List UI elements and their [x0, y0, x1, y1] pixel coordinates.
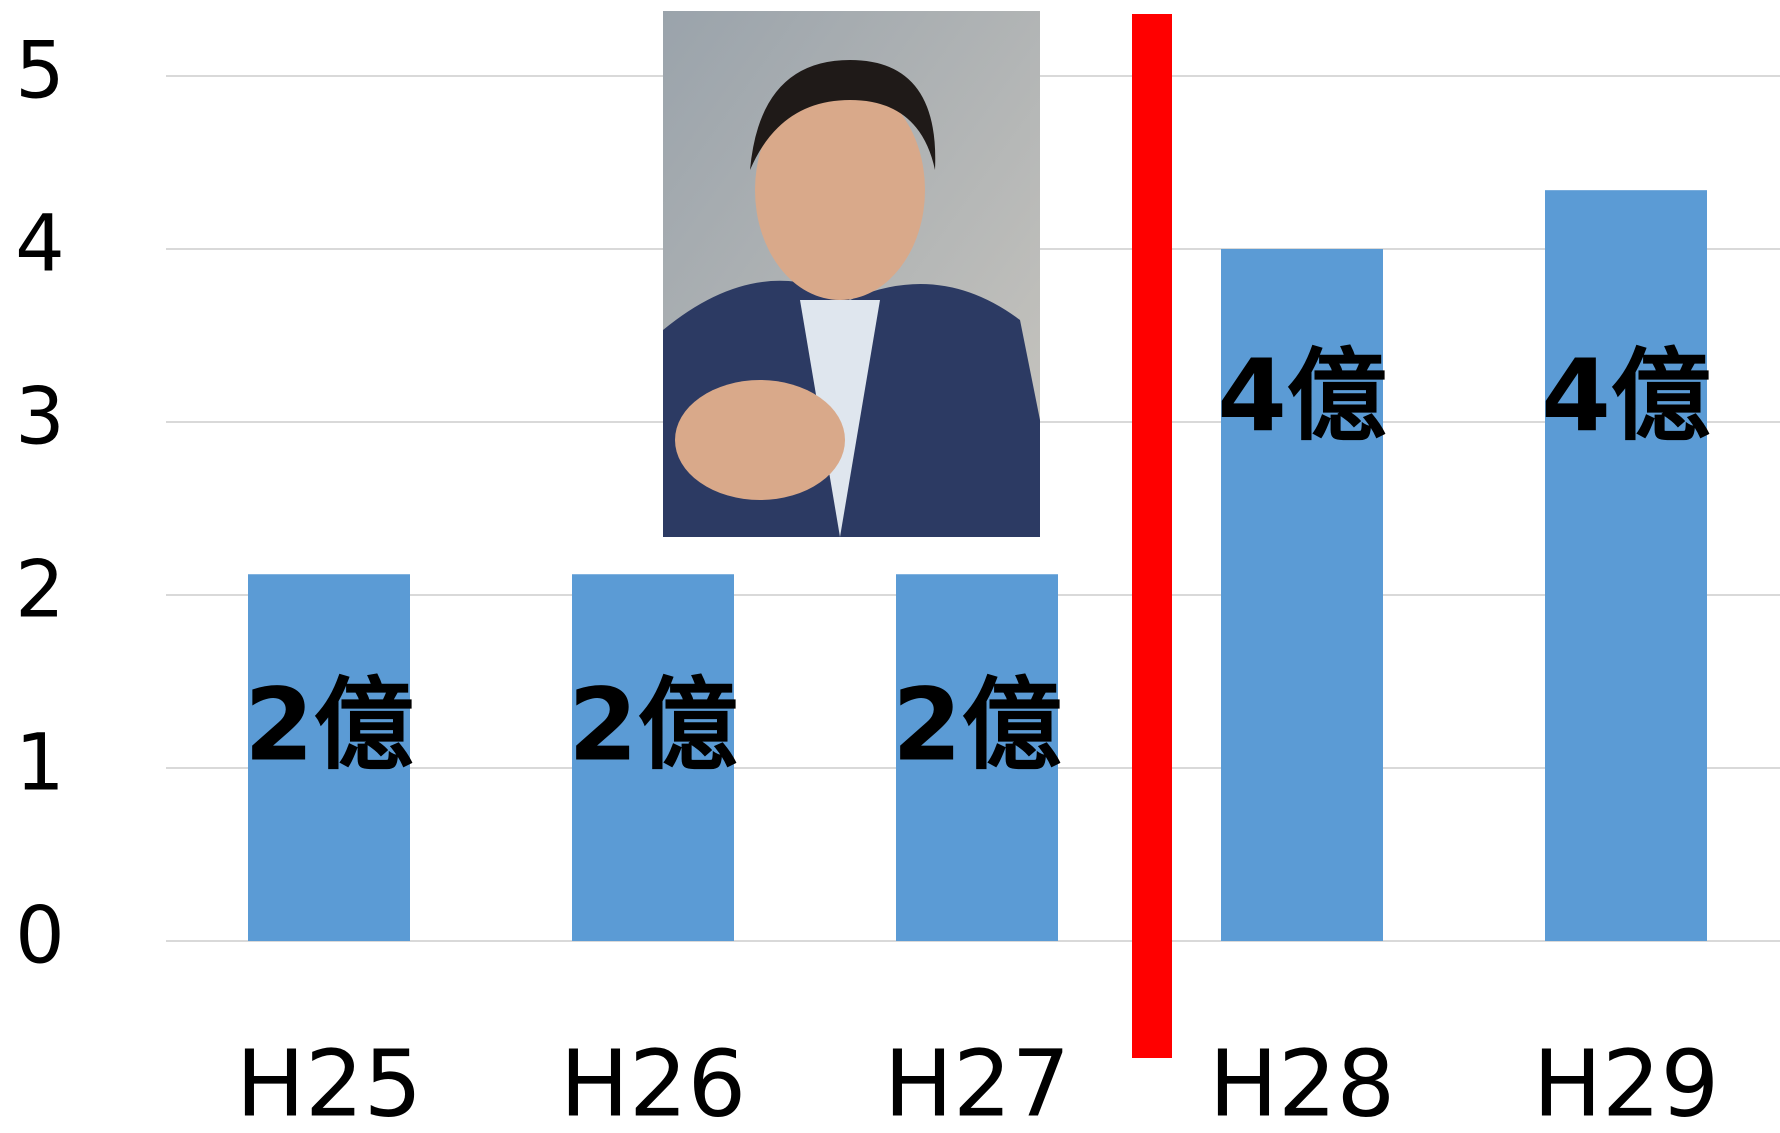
photo-hand — [675, 380, 845, 500]
page: 012345H252億H262億H272億H284億H294億 (() => {… — [0, 0, 1780, 1133]
divider — [1132, 14, 1172, 1058]
y-tick-label: 5 — [15, 26, 65, 116]
photo — [663, 11, 1040, 537]
chart: 0 1 2 3 4 5 H25 2億 H26 2億 H27 2億 H28 4億 H29 4億 — [0, 0, 1780, 1133]
value-label: 4億 — [1541, 337, 1711, 454]
x-tick-label: H26 — [560, 1030, 746, 1133]
y-tick-label: 0 — [15, 891, 65, 981]
value-label: 2億 — [568, 666, 738, 783]
y-tick-label: 2 — [15, 545, 65, 635]
y-tick-label: 4 — [15, 199, 65, 289]
x-tick-label: H27 — [884, 1030, 1070, 1133]
y-tick-label: 1 — [15, 718, 65, 808]
x-tick-label: H28 — [1209, 1030, 1395, 1133]
x-tick-label: H29 — [1533, 1030, 1719, 1133]
x-tick-label: H25 — [236, 1030, 422, 1133]
value-label: 2億 — [892, 666, 1062, 783]
value-label: 4億 — [1217, 337, 1387, 454]
value-label: 2億 — [244, 666, 414, 783]
y-tick-label: 3 — [15, 372, 65, 462]
bar — [1545, 190, 1707, 941]
